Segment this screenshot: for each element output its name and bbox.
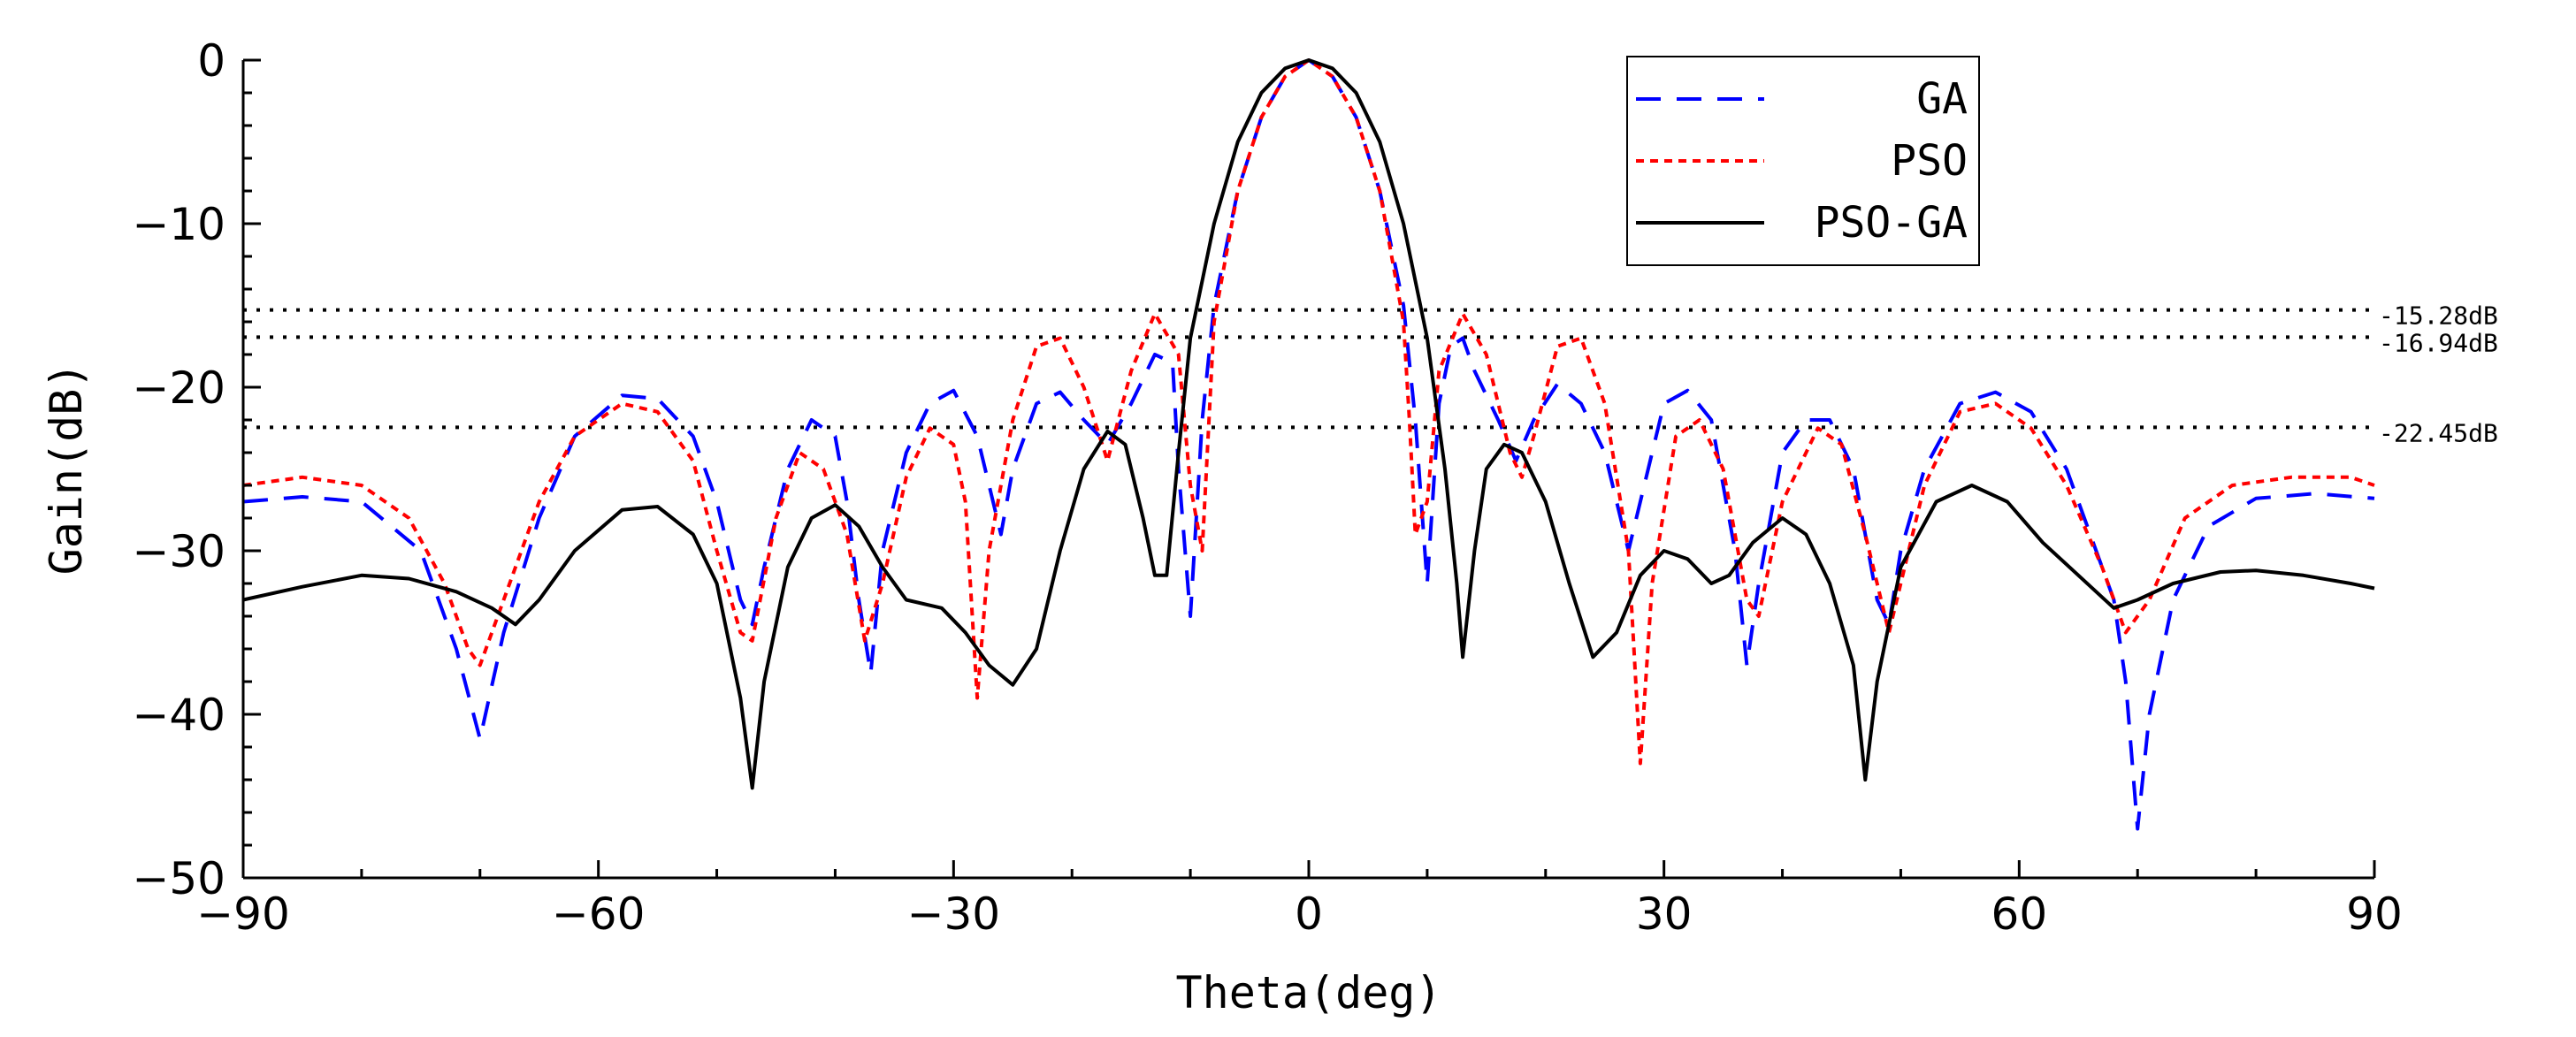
legend: GA PSO PSO-GA [1626, 56, 1980, 266]
reference-line-label: -16.94dB [2379, 328, 2498, 357]
x-axis-title: Theta(deg) [1175, 967, 1441, 1018]
y-tick-label: −20 [132, 362, 225, 414]
series-layer [242, 58, 2375, 831]
x-tick-label: 0 [1295, 888, 1323, 940]
x-tick-label: −60 [552, 888, 646, 940]
reference-lines: -15.28dB-16.94dB -22.45dB [243, 301, 2498, 447]
reference-line-label: -15.28dB [2379, 301, 2498, 331]
y-tick-label: −10 [132, 199, 225, 250]
legend-label-pso: PSO [1891, 136, 1968, 186]
series-line-ga [242, 58, 2375, 831]
y-axis-title: Gain(dB) [41, 362, 92, 576]
x-tick-label: −90 [196, 888, 290, 940]
series-line-pso-ga [242, 58, 2375, 790]
x-tick-label: −30 [907, 888, 1001, 940]
y-tick-label: 0 [197, 35, 225, 87]
legend-label-ga: GA [1916, 74, 1968, 124]
series-line-pso [242, 58, 2375, 766]
y-tick-label: −40 [132, 690, 225, 741]
x-tick-label: 60 [1991, 888, 2048, 940]
x-tick-label: 30 [1636, 888, 1693, 940]
y-tick-label: −50 [132, 853, 225, 904]
y-tick-label: −30 [132, 526, 225, 577]
reference-line-label: -22.45dB [2379, 418, 2498, 447]
legend-label-pso-ga: PSO-GA [1815, 198, 1968, 248]
ticks: −90 −60 −30 0 30 60 90 0 −10 −20 −30 −40 −50 [132, 35, 2402, 940]
x-tick-label: 90 [2346, 888, 2403, 940]
